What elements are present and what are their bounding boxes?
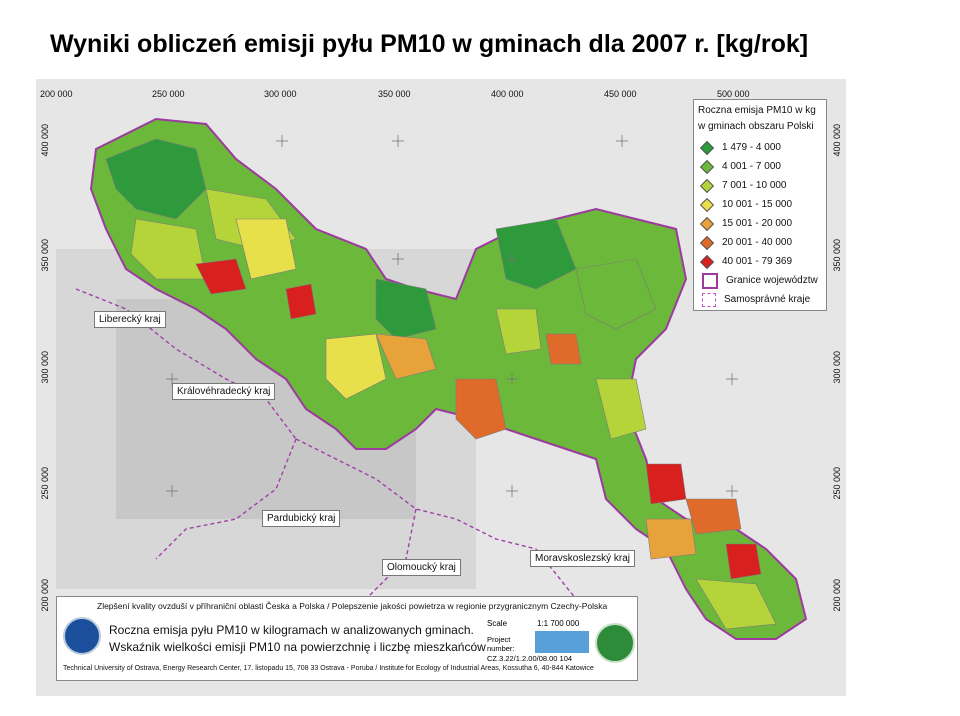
- map: 200 000 250 000 300 000 350 000 400 000 …: [36, 79, 846, 696]
- legend-swatch-2: [699, 159, 715, 174]
- legend-item: Samosprávné kraje: [694, 290, 826, 309]
- legend-swatch-6: [699, 235, 715, 250]
- coord-top-4: 350 000: [378, 89, 411, 99]
- legend-swatch-5: [699, 216, 715, 231]
- coord-left-5: 200 000: [40, 579, 50, 612]
- legend-swatch-voivodeship: [702, 272, 718, 289]
- coord-left-2: 350 000: [40, 239, 50, 272]
- footer-map-title: Roczna emisja pyłu PM10 w kilogramach w …: [109, 623, 474, 637]
- region-label-kralovehradecky: Královéhradecký kraj: [172, 383, 276, 400]
- legend-label-1: 1 479 - 4 000: [722, 142, 781, 153]
- coord-left-4: 250 000: [40, 467, 50, 500]
- coord-top-3: 300 000: [264, 89, 297, 99]
- region-label-olomoucky: Olomoucký kraj: [382, 559, 461, 576]
- region-label-pardubicky: Pardubický kraj: [262, 510, 341, 527]
- coord-right-5: 200 000: [832, 579, 842, 612]
- coord-right-4: 250 000: [832, 467, 842, 500]
- coord-top-6: 450 000: [604, 89, 637, 99]
- university-logo-icon: [63, 617, 101, 655]
- coord-top-2: 250 000: [152, 89, 185, 99]
- map-legend: Roczna emisja PM10 w kg w gminach obszar…: [693, 99, 827, 311]
- coord-right-2: 350 000: [832, 239, 842, 272]
- footer-project-label: Project number:: [487, 635, 515, 653]
- legend-item: 20 001 - 40 000: [694, 233, 826, 252]
- legend-label-6: 20 001 - 40 000: [722, 237, 793, 248]
- institute-seal-icon: [595, 623, 635, 663]
- legend-swatch-1: [699, 140, 715, 155]
- legend-swatch-3: [699, 178, 715, 193]
- legend-label-2: 4 001 - 7 000: [722, 161, 781, 172]
- legend-item: 40 001 - 79 369: [694, 252, 826, 271]
- legend-title-2: w gminach obszaru Polski: [698, 121, 814, 132]
- legend-label-voivodeship: Granice województw: [726, 275, 818, 286]
- legend-item: Granice województw: [694, 271, 826, 290]
- footer-project-number: CZ.3.22/1.2.00/08.00 104: [487, 654, 573, 663]
- region-label-moravskoslezsky: Moravskoslezský kraj: [530, 550, 636, 567]
- legend-item: 10 001 - 15 000: [694, 195, 826, 214]
- legend-label-4: 10 001 - 15 000: [722, 199, 793, 210]
- footer-scale-label: Scale: [487, 619, 508, 628]
- eu-cz-pl-logo-icon: [535, 631, 589, 653]
- coord-top-7: 500 000: [717, 89, 750, 99]
- legend-label-kraje: Samosprávné kraje: [724, 294, 811, 305]
- footer-scale-value: 1:1 700 000: [537, 619, 580, 628]
- coord-left-3: 300 000: [40, 351, 50, 384]
- legend-title-1: Roczna emisja PM10 w kg: [698, 105, 816, 116]
- footer-project-title: Zlepšení kvality ovzduší v příhraniční o…: [97, 601, 608, 611]
- legend-item: 7 001 - 10 000: [694, 176, 826, 195]
- footer-map-subtitle: Wskaźnik wielkości emisji PM10 na powier…: [109, 640, 486, 654]
- coord-left-1: 400 000: [40, 124, 50, 157]
- legend-swatch-7: [699, 254, 715, 269]
- legend-swatch-4: [699, 197, 715, 212]
- slide-title: Wyniki obliczeń emisji pyłu PM10 w gmina…: [50, 30, 809, 58]
- legend-label-3: 7 001 - 10 000: [722, 180, 787, 191]
- legend-label-5: 15 001 - 20 000: [722, 218, 793, 229]
- coord-top-1: 200 000: [40, 89, 73, 99]
- footer-credits: Technical University of Ostrava, Energy …: [63, 665, 594, 672]
- legend-item: 1 479 - 4 000: [694, 138, 826, 157]
- grid-crosses: [166, 135, 738, 497]
- map-footer: Zlepšení kvality ovzduší v příhraniční o…: [56, 596, 638, 681]
- legend-label-7: 40 001 - 79 369: [722, 256, 793, 267]
- coord-right-3: 300 000: [832, 351, 842, 384]
- region-label-liberecky: Liberecký kraj: [94, 311, 166, 328]
- coord-top-5: 400 000: [491, 89, 524, 99]
- legend-item: 15 001 - 20 000: [694, 214, 826, 233]
- poland-municipalities: [89, 117, 808, 640]
- legend-swatch-kraje: [702, 292, 716, 307]
- coord-right-1: 400 000: [832, 124, 842, 157]
- legend-item: 4 001 - 7 000: [694, 157, 826, 176]
